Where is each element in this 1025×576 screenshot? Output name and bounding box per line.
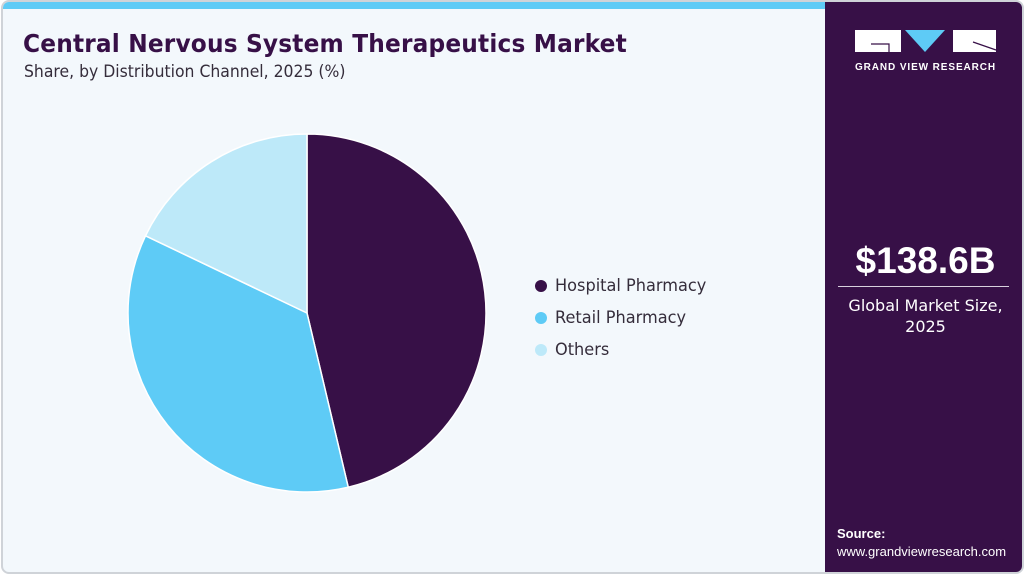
legend-item-hospital-pharmacy: Hospital Pharmacy bbox=[535, 270, 714, 302]
legend-dot-icon bbox=[535, 312, 547, 324]
chart-subtitle: Share, by Distribution Channel, 2025 (%) bbox=[24, 62, 346, 82]
market-label-line2: 2025 bbox=[905, 317, 946, 336]
legend-label: Others bbox=[555, 340, 610, 360]
legend-label: Hospital Pharmacy bbox=[555, 276, 707, 296]
legend-item-retail-pharmacy: Retail Pharmacy bbox=[535, 302, 714, 334]
pie-slice-retail-pharmacy bbox=[127, 234, 350, 493]
pie-slice-others bbox=[144, 133, 308, 315]
pie-slice-hospital-pharmacy bbox=[306, 133, 487, 489]
top-accent-bar bbox=[3, 2, 825, 9]
source-label: Source: bbox=[837, 526, 886, 541]
pie-chart bbox=[127, 133, 487, 493]
market-size-label: Global Market Size, 2025 bbox=[825, 295, 1022, 337]
market-label-line1: Global Market Size, bbox=[848, 296, 1003, 315]
source-link[interactable]: www.grandviewresearch.com bbox=[837, 544, 1007, 559]
grand-view-research-logo-icon bbox=[855, 30, 997, 52]
legend-item-others: Others bbox=[535, 334, 714, 366]
logo-text: GRAND VIEW RESEARCH bbox=[855, 62, 996, 73]
market-size-value: $138.6B bbox=[855, 240, 996, 281]
chart-legend: Hospital Pharmacy Retail Pharmacy Others bbox=[535, 270, 714, 366]
legend-label: Retail Pharmacy bbox=[555, 308, 687, 328]
sidebar-panel: GRAND VIEW RESEARCH $138.6B Global Marke… bbox=[825, 2, 1022, 572]
legend-dot-icon bbox=[535, 280, 547, 292]
divider bbox=[838, 286, 1009, 287]
legend-dot-icon bbox=[535, 344, 547, 356]
chart-title: Central Nervous System Therapeutics Mark… bbox=[23, 29, 627, 58]
